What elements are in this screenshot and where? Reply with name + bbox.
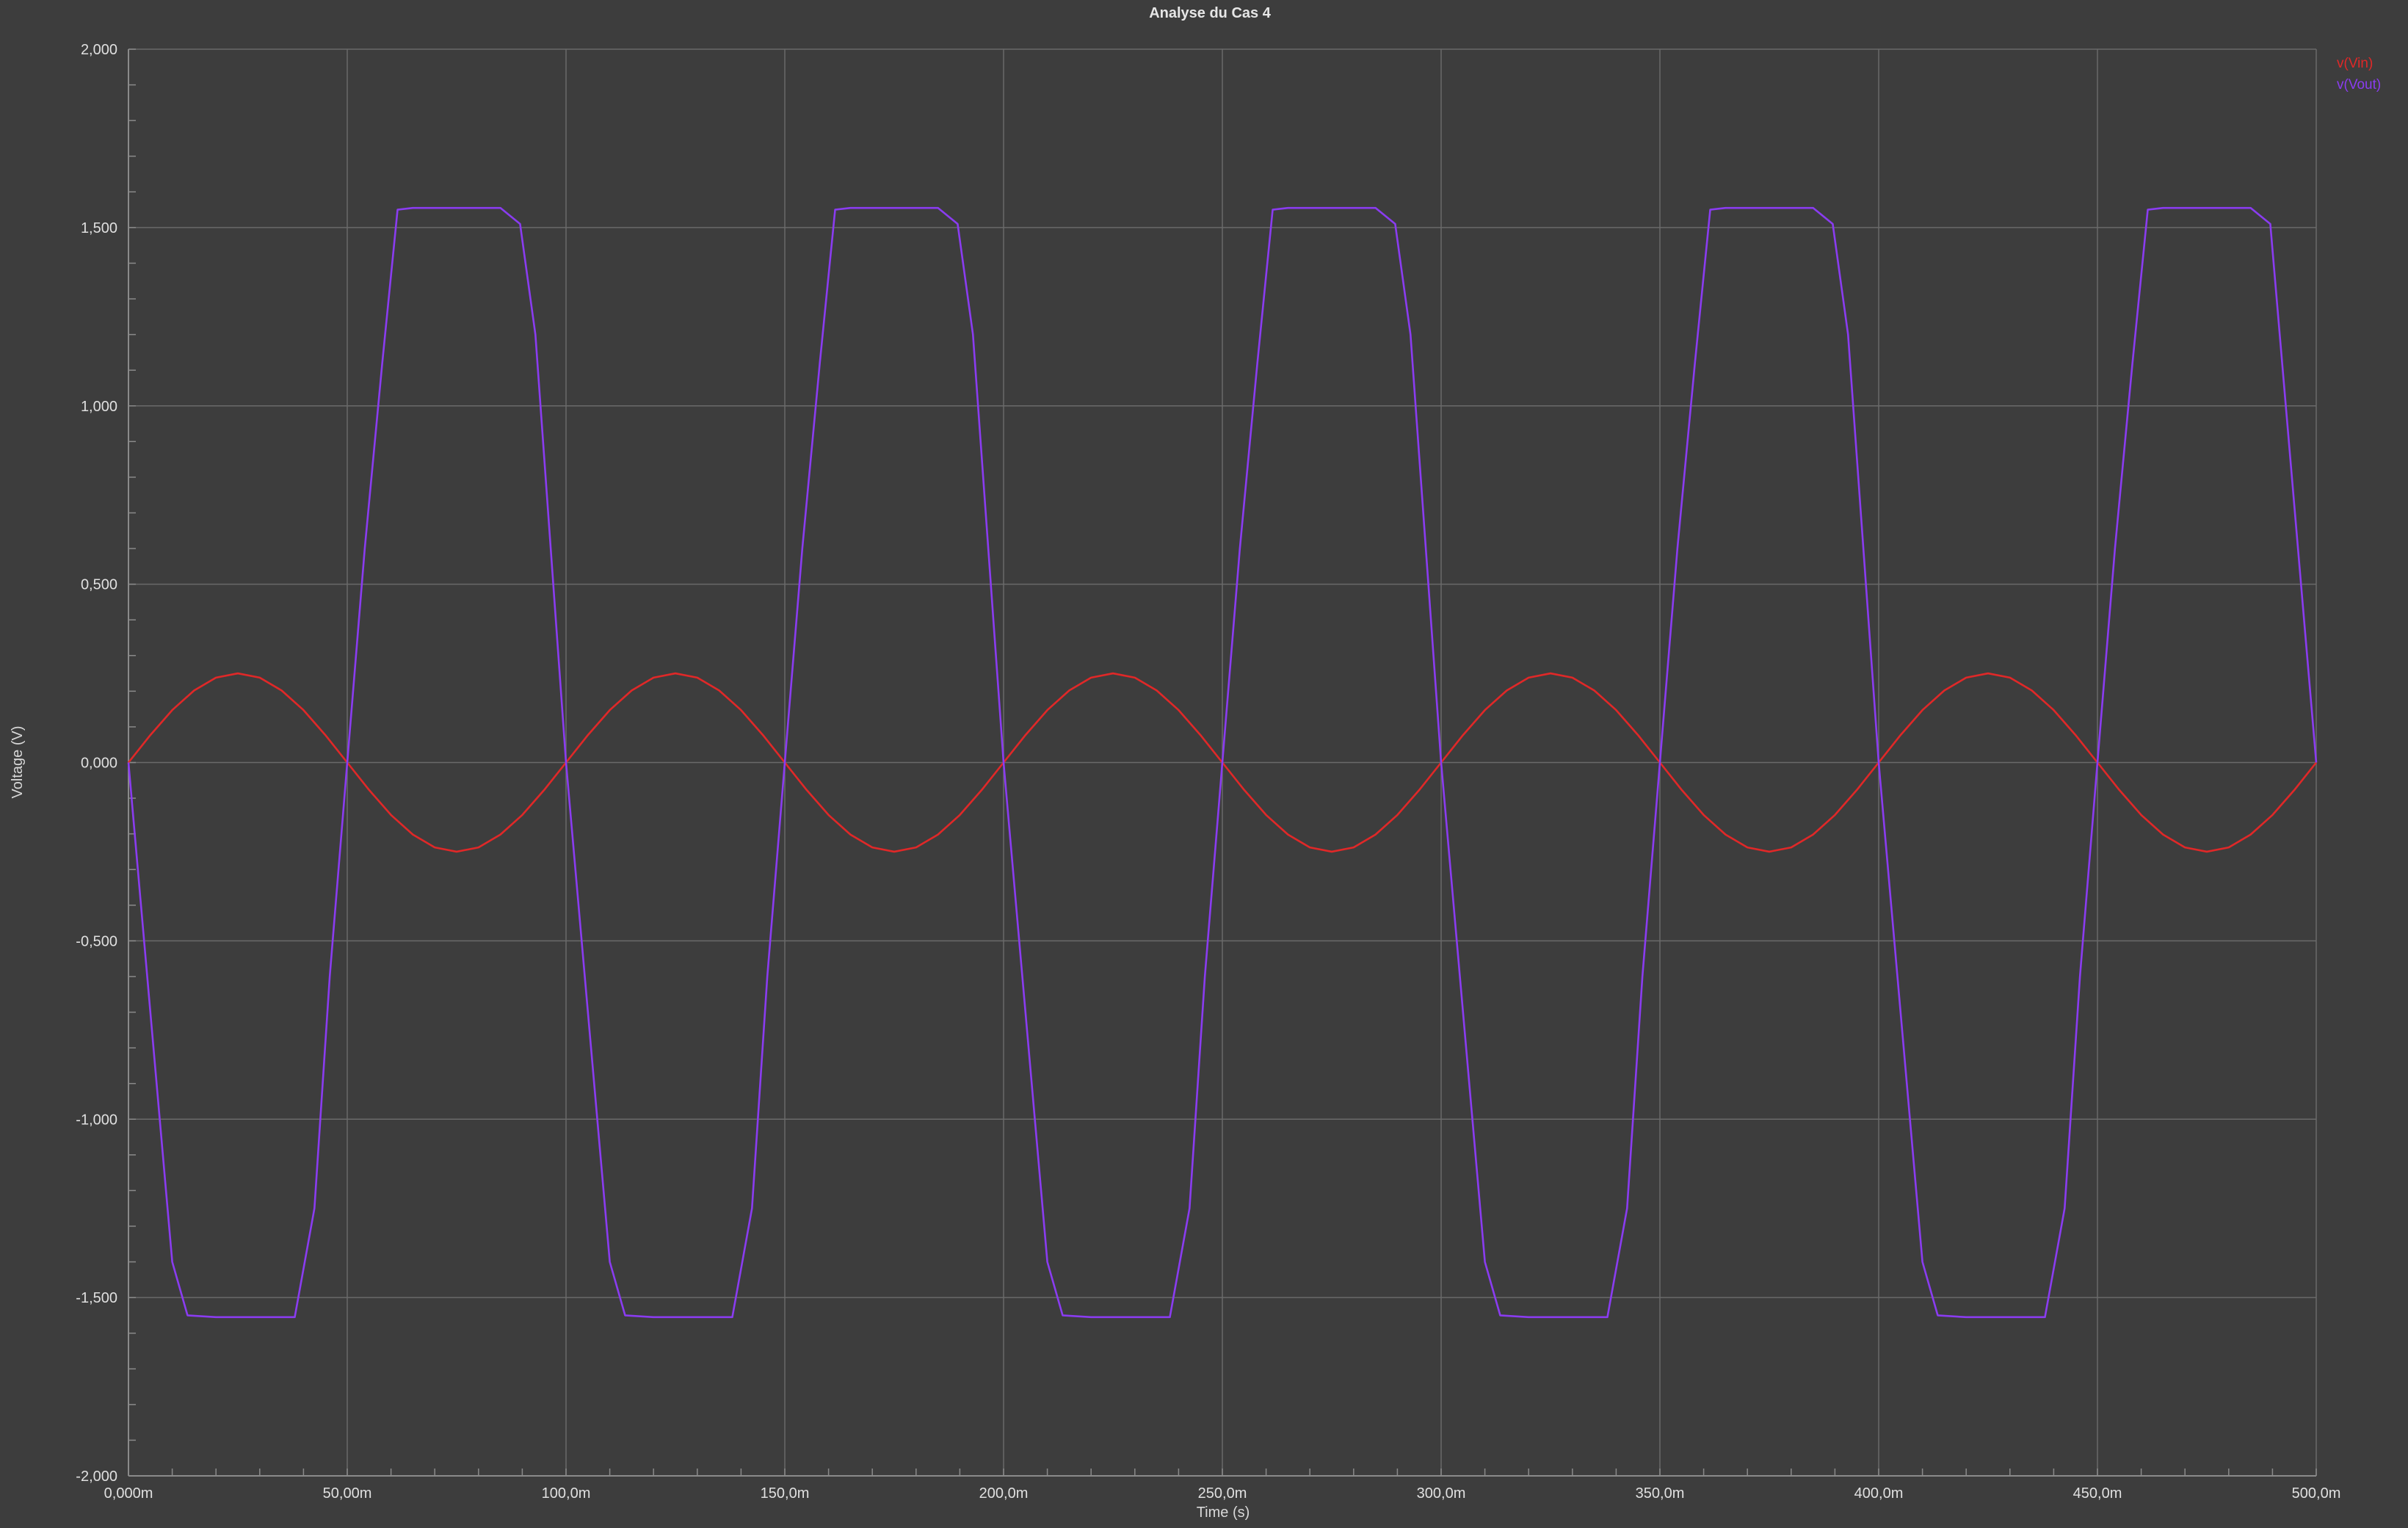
x-tick-label: 450,0m bbox=[2073, 1485, 2122, 1502]
x-tick-label: 150,0m bbox=[761, 1485, 810, 1502]
x-tick-label: 100,0m bbox=[542, 1485, 591, 1502]
x-tick-label: 50,00m bbox=[323, 1485, 372, 1502]
x-tick-label: 500,0m bbox=[2292, 1485, 2341, 1502]
x-axis-label: Time (s) bbox=[1197, 1505, 1250, 1521]
x-tick-label: 350,0m bbox=[1636, 1485, 1685, 1502]
chart-title: Analyse du Cas 4 bbox=[1149, 5, 1272, 21]
y-tick-label: -1,500 bbox=[76, 1290, 117, 1306]
legend: v(Vin) v(Vout) bbox=[2337, 56, 2381, 93]
y-tick-label: 2,000 bbox=[81, 42, 117, 58]
x-tick-label: 0,000m bbox=[104, 1485, 153, 1502]
y-tick-label: 1,500 bbox=[81, 220, 117, 236]
y-tick-label: -1,000 bbox=[76, 1112, 117, 1128]
x-tick-label: 400,0m bbox=[1854, 1485, 1904, 1502]
y-tick-label: 0,500 bbox=[81, 577, 117, 593]
series-line-v-vout- bbox=[127, 206, 2318, 1319]
y-axis-label: Voltage (V) bbox=[10, 726, 26, 799]
y-tick-label: -0,500 bbox=[76, 933, 117, 949]
tick-layer: 2,000 1,500 1,000 0,500 0,000 -0,500 -1,000 -1,… bbox=[76, 42, 2340, 1502]
x-tick-label: 200,0m bbox=[979, 1485, 1029, 1502]
y-tick-label: 0,000 bbox=[81, 756, 117, 772]
y-tick-label: -2,000 bbox=[76, 1469, 117, 1485]
series-layer bbox=[127, 206, 2318, 1319]
y-tick-label: 1,000 bbox=[81, 399, 117, 415]
legend-entry: v(Vout) bbox=[2337, 77, 2381, 93]
x-tick-label: 250,0m bbox=[1198, 1485, 1247, 1502]
legend-entry: v(Vin) bbox=[2337, 56, 2373, 71]
x-tick-label: 300,0m bbox=[1417, 1485, 1466, 1502]
